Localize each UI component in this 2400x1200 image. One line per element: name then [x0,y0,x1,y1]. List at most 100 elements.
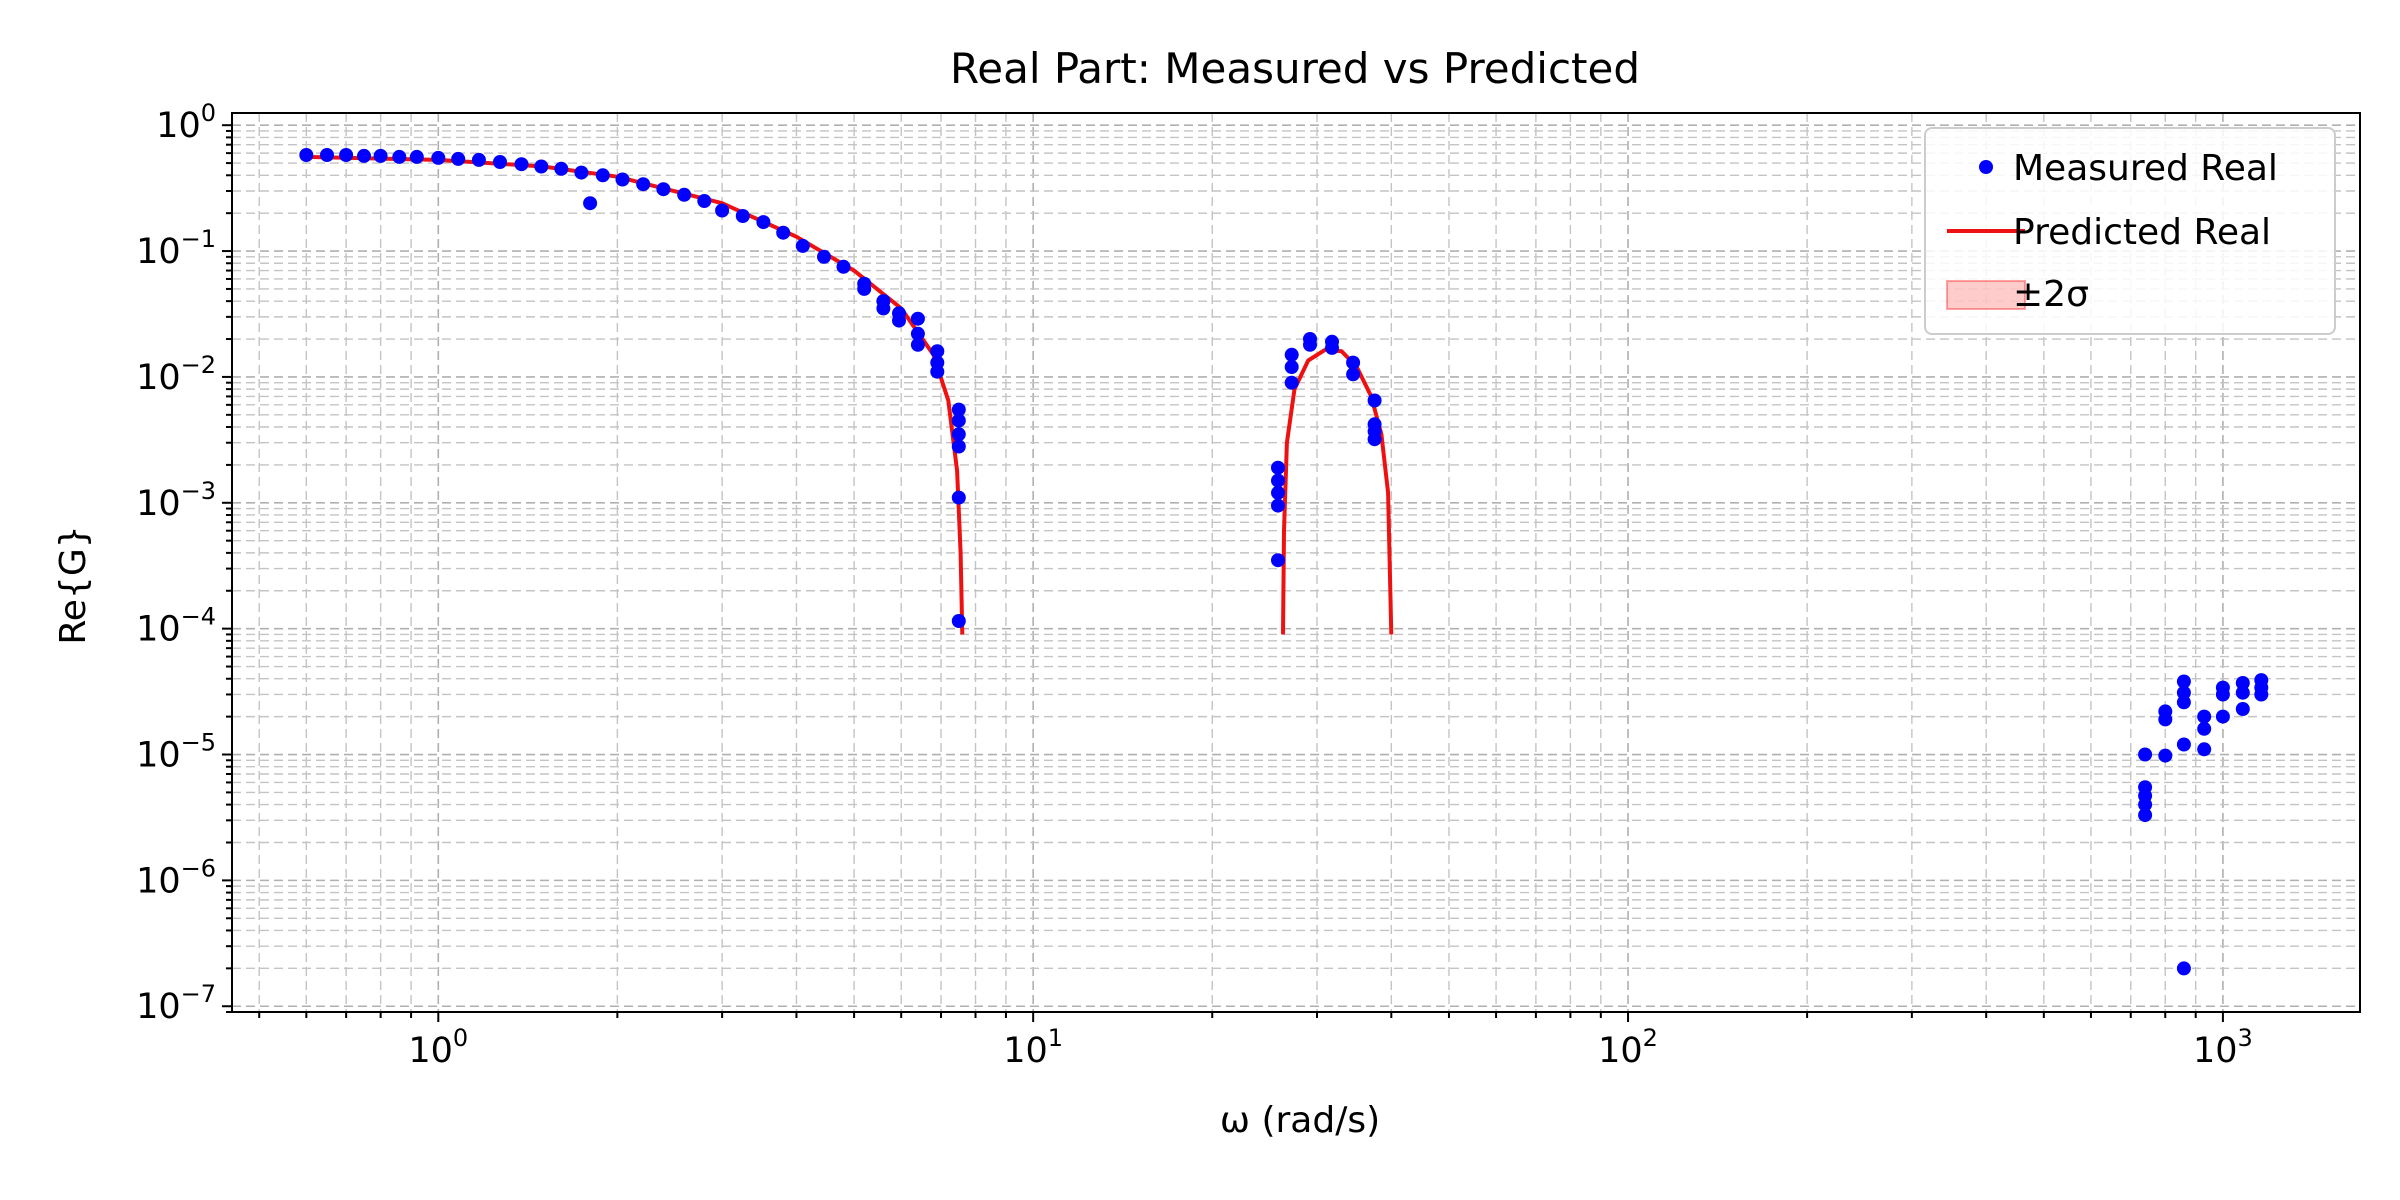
legend-marker-band [1946,280,2026,310]
measured-point [715,203,730,218]
measured-point [1271,553,1285,568]
measured-point [2235,702,2250,716]
measured-point [2254,687,2269,702]
measured-point [636,177,651,192]
y-tick-label: 10−7 [136,980,216,1027]
measured-point [910,337,925,352]
measured-point [1271,498,1285,513]
measured-point [795,238,810,253]
x-tick-label: 101 [1003,1024,1063,1071]
measured-point [2235,685,2250,700]
measured-point [756,215,771,230]
measured-point [930,344,945,359]
measured-point [951,439,966,454]
plot-frame [231,112,2361,1013]
measured-point [574,165,589,180]
measured-point [910,311,925,326]
y-tick-label: 10−2 [136,351,216,398]
measured-point [392,149,407,164]
measured-point [299,148,314,162]
measured-point [2176,674,2191,689]
legend-box [1924,127,2336,335]
measured-point [1367,432,1382,447]
grid [232,113,2360,1013]
measured-point [2215,709,2230,724]
measured-point [2197,721,2212,736]
measured-point [2138,797,2153,812]
plot-content [299,148,2269,976]
measured-point [1303,337,1317,352]
y-axis-label: Re{G} [53,525,94,644]
axis-ticks: 100 101 102 103 100 10−1 10−2 10−3 10−4 10−5 10−6 1… [136,99,2253,1071]
measured-point [2197,709,2212,724]
measured-point [817,249,831,264]
x-tick-label: 103 [2193,1024,2253,1071]
legend-label-predicted: Predicted Real [2013,212,2271,253]
measured-point [2215,687,2230,702]
measured-point [1325,340,1339,355]
measured-point [735,209,750,223]
measured-point [951,413,966,428]
y-tick-label: 10−5 [136,729,216,776]
x-tick-label: 102 [1598,1024,1658,1071]
measured-point [776,225,791,240]
measured-point [409,149,424,164]
measured-point [836,259,851,274]
measured-point [339,148,354,162]
measured-point [554,161,569,176]
legend: Measured Real Predicted Real ±2σ [1924,127,2336,335]
measured-point [431,150,446,165]
measured-point [1271,485,1285,500]
measured-point [1346,367,1361,382]
measured-point [514,157,529,172]
measured-point [595,168,610,183]
measured-point [615,172,630,187]
measured-point [656,182,671,197]
legend-marker-measured [1979,160,1993,174]
measured-point [2138,747,2153,762]
measured-point [892,313,906,328]
y-tick-label: 10−6 [136,854,216,901]
measured-point [2158,748,2173,763]
legend-label-band: ±2σ [2013,274,2089,315]
measured-point [1271,473,1285,488]
chart-title: Real Part: Measured vs Predicted [950,44,1640,93]
measured-point [2176,685,2191,700]
measured-point [697,194,712,208]
y-tick-label: 10−4 [136,603,216,650]
measured-point [1284,347,1299,362]
measured-point [2176,961,2191,976]
measured-point [910,326,925,341]
measured-point [2176,695,2191,710]
measured-point [2158,712,2173,727]
measured-point [320,148,334,162]
x-tick-label: 100 [408,1024,468,1071]
legend-label-measured: Measured Real [2013,148,2278,189]
measured-point [951,402,966,417]
measured-point [951,614,966,628]
y-tick-label: 100 [156,99,216,146]
measured-point [876,301,891,316]
measured-point [857,281,872,296]
measured-point [2235,676,2250,690]
measured-point [677,187,692,202]
measured-point [534,159,549,174]
measured-point [2176,737,2191,752]
measured-point [471,152,486,167]
measured-point [373,148,388,163]
measured-point [1346,355,1361,370]
measured-point [493,155,507,169]
measured-point [2138,808,2153,823]
y-tick-label: 10−1 [136,225,216,272]
x-axis-label: ω (rad/s) [1220,1100,1380,1141]
measured-point [1367,393,1382,408]
measured-point [1284,375,1299,390]
measured-point [1284,360,1299,374]
measured-point [951,490,966,505]
measured-point [930,364,945,379]
measured-point [583,196,598,211]
measured-point [357,148,371,163]
measured-point [1271,460,1285,475]
measured-point [2197,742,2212,757]
